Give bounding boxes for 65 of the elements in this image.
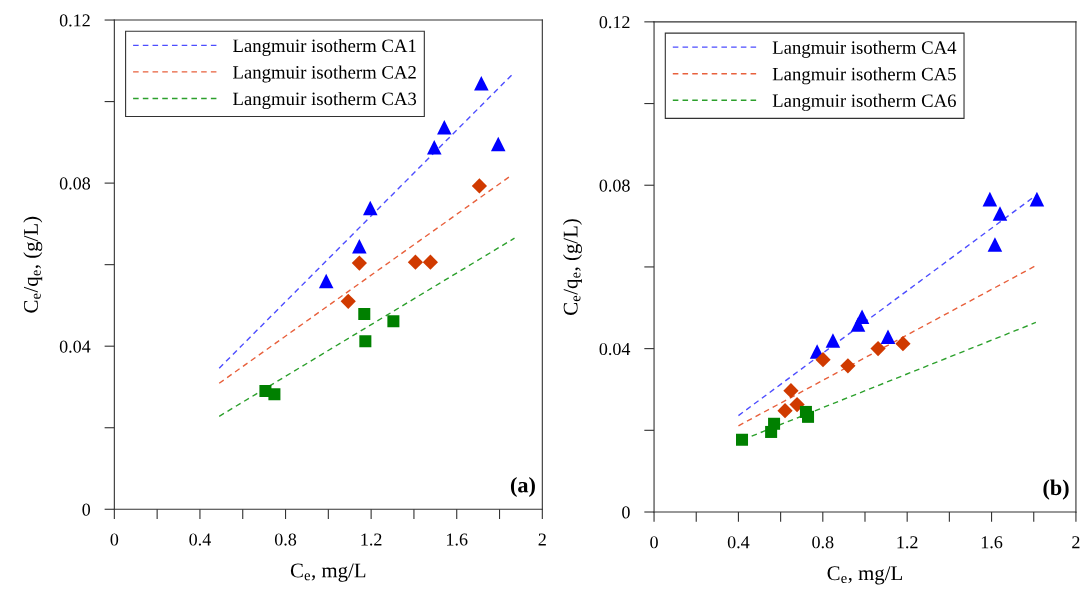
point [362, 200, 378, 216]
point [268, 388, 281, 401]
point [387, 315, 400, 328]
x-tick-label: 0.8 [274, 533, 297, 546]
x-tick-label: 1.6 [447, 533, 468, 546]
point [422, 254, 439, 270]
x-tick-label: 0 [650, 536, 658, 549]
point [802, 410, 815, 423]
point [407, 254, 424, 270]
y-tick-label: 0 [82, 503, 91, 516]
point [340, 293, 356, 309]
point [880, 329, 896, 345]
y-tick-label: 0.12 [59, 14, 90, 27]
point [982, 191, 998, 207]
legend-label: Langmuir isotherm CA5 [772, 67, 956, 85]
x-tick-label: 0.8 [812, 536, 834, 549]
point [992, 206, 1008, 221]
point [351, 255, 367, 271]
y-axis-title: C$_{e}$/q$_{e}$, (g/L) [563, 219, 582, 315]
point [437, 119, 452, 135]
y-tick-label: 0.08 [599, 179, 630, 192]
point [870, 341, 886, 357]
annotation: (a) [510, 476, 535, 498]
point [825, 333, 841, 348]
legend-label: Langmuir isotherm CA4 [772, 40, 957, 58]
y-tick-label: 0.12 [599, 16, 630, 29]
point [815, 352, 831, 368]
point [359, 335, 372, 348]
x-axis-title: C$_{e}$, mg/L [290, 563, 366, 582]
annotation: (b) [1043, 479, 1069, 500]
point [840, 358, 856, 374]
point [318, 273, 334, 289]
x-tick-label: 1.6 [981, 536, 1003, 549]
x-tick-label: 0 [110, 533, 119, 546]
point [777, 403, 793, 419]
x-tick-label: 2 [1072, 536, 1080, 549]
point [1029, 191, 1045, 207]
legend-label: Langmuir isotherm CA6 [772, 93, 956, 111]
x-tick-label: 1.2 [897, 536, 918, 549]
point [783, 383, 799, 399]
y-tick-label: 0.04 [59, 340, 91, 353]
y-axis-title: C$_{e}$/q$_{e}$, (g/L) [23, 216, 43, 313]
x-tick-label: 2 [538, 533, 546, 546]
point [352, 239, 367, 254]
y-tick-label: 0 [622, 506, 630, 519]
x-tick-label: 1.2 [361, 533, 382, 546]
point [474, 75, 489, 91]
legend-label: Langmuir isotherm CA2 [233, 65, 416, 83]
point [471, 178, 488, 194]
point [895, 336, 911, 352]
point [987, 237, 1003, 252]
legend-label: Langmuir isotherm CA1 [233, 38, 416, 56]
x-axis-title: C$_{e}$, mg/L [827, 566, 902, 585]
point [736, 433, 749, 446]
point [490, 136, 506, 152]
y-tick-label: 0.08 [59, 177, 91, 190]
point [426, 139, 442, 155]
x-tick-label: 0.4 [189, 533, 211, 546]
point [854, 309, 870, 325]
point [358, 307, 371, 320]
point [768, 417, 781, 430]
legend-label: Langmuir isotherm CA3 [233, 91, 417, 110]
x-tick-label: 0.4 [727, 536, 750, 549]
point [789, 396, 805, 413]
y-tick-label: 0.04 [599, 342, 631, 356]
